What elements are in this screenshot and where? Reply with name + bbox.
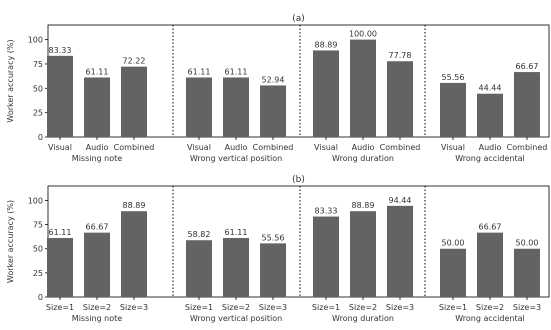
group-label: Missing note: [72, 154, 122, 163]
bar-value-label: 61.11: [86, 67, 109, 76]
chart-title: (b): [292, 175, 305, 185]
group-label: Wrong vertical position: [190, 154, 282, 163]
x-tick-label: Size=1: [439, 303, 467, 312]
bar-size-3: [514, 248, 540, 297]
x-tick-label: Size=2: [83, 303, 111, 312]
bar-audio: [223, 77, 249, 137]
y-tick-label: 0: [38, 133, 43, 142]
chart-panel-2: (b) 0 25 50 75 100 Worker accuracy (%) 61.11 Siz…: [6, 175, 550, 323]
y-tick-label: 100: [28, 196, 43, 205]
bar-combined: [387, 61, 413, 138]
x-tick-label: Audio: [479, 143, 502, 152]
bar-size-1: [47, 238, 73, 297]
x-tick-label: Combined: [253, 143, 294, 152]
x-tick-label: Audio: [352, 143, 375, 152]
bar-combined: [514, 72, 540, 137]
bar-value-label: 66.67: [86, 223, 109, 232]
bar-size-3: [387, 205, 413, 297]
bar-size-2: [84, 232, 110, 297]
bar-value-label: 61.11: [225, 228, 248, 237]
x-tick-label: Visual: [187, 143, 211, 152]
x-tick-label: Size=2: [222, 303, 250, 312]
bar-visual: [186, 77, 212, 137]
bar-audio: [477, 93, 503, 137]
x-tick-label: Audio: [86, 143, 109, 152]
x-tick-label: Audio: [225, 143, 248, 152]
bar-size-3: [260, 243, 286, 297]
bar-size-2: [477, 232, 503, 297]
x-tick-label: Size=2: [476, 303, 504, 312]
y-tick-label: 0: [38, 293, 43, 302]
bar-value-label: 88.89: [123, 201, 146, 210]
bar-value-label: 50.00: [442, 239, 465, 248]
bar-value-label: 77.78: [389, 51, 412, 60]
bar-combined: [121, 66, 147, 137]
bar-value-label: 66.67: [516, 62, 539, 71]
y-tick-label: 75: [33, 221, 43, 230]
group-label: Wrong accidental: [455, 314, 525, 323]
bar-value-label: 50.00: [516, 239, 539, 248]
x-tick-label: Size=1: [46, 303, 74, 312]
y-axis-label: Worker accuracy (%): [6, 39, 15, 122]
x-tick-label: Size=1: [185, 303, 213, 312]
x-tick-label: Size=2: [349, 303, 377, 312]
bar-value-label: 58.82: [188, 230, 211, 239]
bar-value-label: 55.56: [262, 233, 285, 242]
y-axis-label: Worker accuracy (%): [6, 200, 15, 283]
y-tick-label: 25: [33, 269, 43, 278]
bar-audio: [84, 77, 110, 137]
bar-value-label: 66.67: [479, 223, 502, 232]
bar-value-label: 44.44: [479, 84, 502, 93]
group-label: Wrong duration: [332, 314, 394, 323]
x-tick-label: Combined: [507, 143, 548, 152]
group-label: Wrong accidental: [455, 154, 525, 163]
x-tick-label: Combined: [114, 143, 155, 152]
group-label: Wrong vertical position: [190, 314, 282, 323]
y-tick-label: 50: [33, 245, 43, 254]
bar-visual: [47, 55, 73, 137]
bar-combined: [260, 85, 286, 137]
bar-value-label: 61.11: [225, 67, 248, 76]
bar-value-label: 55.56: [442, 73, 465, 82]
x-tick-label: Combined: [380, 143, 421, 152]
bar-value-label: 94.44: [389, 196, 412, 205]
y-tick-label: 100: [28, 36, 43, 45]
bar-size-2: [223, 238, 249, 297]
bar-value-label: 88.89: [315, 40, 338, 49]
bar-size-1: [440, 248, 466, 297]
bar-value-label: 88.89: [352, 201, 375, 210]
y-tick-label: 75: [33, 60, 43, 69]
chart-panel-1: (a) 0 25 50 75 100 Worker accuracy (%) 83.33 Vis…: [6, 14, 550, 163]
x-tick-label: Size=3: [386, 303, 414, 312]
y-tick-label: 50: [33, 84, 43, 93]
chart-title: (a): [292, 14, 305, 24]
x-tick-label: Visual: [48, 143, 72, 152]
bar-visual: [440, 82, 466, 137]
group-label: Wrong duration: [332, 154, 394, 163]
bar-size-3: [121, 211, 147, 297]
bar-value-label: 61.11: [188, 67, 211, 76]
bar-size-1: [186, 240, 212, 297]
x-tick-label: Size=1: [312, 303, 340, 312]
x-tick-label: Size=3: [120, 303, 148, 312]
group-label: Missing note: [72, 314, 122, 323]
bar-value-label: 83.33: [49, 46, 72, 55]
bar-audio: [350, 39, 376, 137]
y-tick-label: 25: [33, 109, 43, 118]
bar-value-label: 72.22: [123, 57, 146, 66]
bar-size-2: [350, 211, 376, 297]
x-tick-label: Visual: [441, 143, 465, 152]
x-tick-label: Visual: [314, 143, 338, 152]
bar-value-label: 83.33: [315, 207, 338, 216]
x-tick-label: Size=3: [259, 303, 287, 312]
bar-size-1: [313, 216, 339, 297]
bar-value-label: 61.11: [49, 228, 72, 237]
x-tick-label: Size=3: [513, 303, 541, 312]
bar-value-label: 100.00: [349, 30, 377, 39]
bar-value-label: 52.94: [262, 75, 285, 84]
bar-visual: [313, 50, 339, 137]
